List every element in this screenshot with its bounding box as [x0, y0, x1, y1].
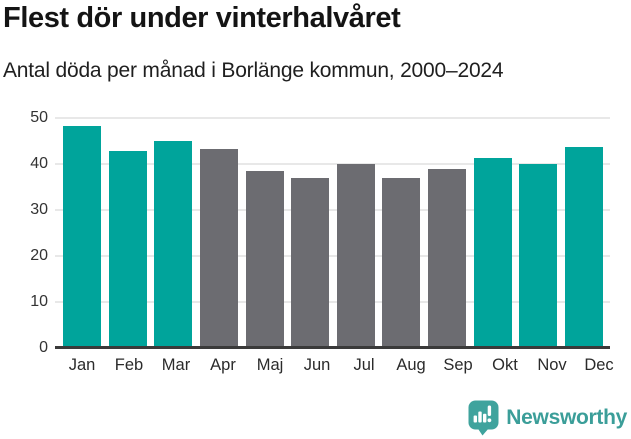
x-axis-label-jun: Jun [303, 356, 331, 374]
gridline [55, 301, 610, 303]
x-axis-label-sep: Sep [443, 356, 473, 374]
chart-title: Flest dör under vinterhalvåret [3, 2, 401, 34]
gridline [55, 209, 610, 211]
x-axis-label-dec: Dec [584, 356, 614, 374]
bar-apr [199, 148, 238, 348]
x-axis-label-jan: Jan [68, 356, 96, 374]
gridline [55, 255, 610, 257]
x-axis-label-mar: Mar [161, 356, 191, 374]
bar-chart: 0 10 20 30 40 50 Jan Feb Mar Apr Maj Jun Jul Aug Sep O… [0, 110, 625, 375]
x-axis-label-maj: Maj [256, 356, 284, 374]
x-axis-label-okt: Okt [492, 356, 518, 374]
x-axis-label-nov: Nov [537, 356, 567, 374]
bar-jan [63, 125, 101, 348]
y-axis-tick-label: 40 [30, 155, 48, 172]
x-axis-label-apr: Apr [210, 356, 236, 374]
y-axis-tick-label: 0 [39, 339, 48, 356]
bar-nov [519, 164, 558, 348]
y-axis-tick-label: 50 [30, 109, 48, 126]
bar-feb [108, 151, 147, 348]
y-axis-tick-label: 30 [30, 201, 48, 218]
bar-okt [473, 158, 512, 348]
y-axis: 0 10 20 30 40 50 [0, 110, 48, 356]
gridline [55, 163, 610, 165]
bar-mar [154, 140, 193, 348]
bar-maj [245, 171, 284, 348]
bar-dec [564, 146, 603, 348]
x-axis: Jan Feb Mar Apr Maj Jun Jul Aug Sep Okt Nov Dec [55, 356, 625, 375]
bar-aug [382, 178, 421, 348]
newsworthy-bubble-icon [468, 400, 499, 436]
bar-jun [291, 178, 330, 348]
newsworthy-wordmark: Newsworthy [506, 406, 627, 429]
plot-area [55, 117, 610, 348]
newsworthy-logo[interactable]: Newsworthy [468, 400, 627, 436]
x-axis-label-jul: Jul [353, 356, 375, 374]
x-axis-label-feb: Feb [114, 356, 144, 374]
x-axis-line [55, 346, 610, 349]
y-axis-tick-label: 20 [30, 247, 48, 264]
bars [55, 118, 610, 348]
y-axis-tick-label: 10 [30, 293, 48, 310]
chart-subtitle: Antal döda per månad i Borlänge kommun, … [3, 59, 504, 82]
gridline [55, 117, 610, 119]
x-axis-label-aug: Aug [396, 356, 426, 374]
bar-sep [428, 169, 466, 348]
bar-jul [336, 164, 375, 348]
